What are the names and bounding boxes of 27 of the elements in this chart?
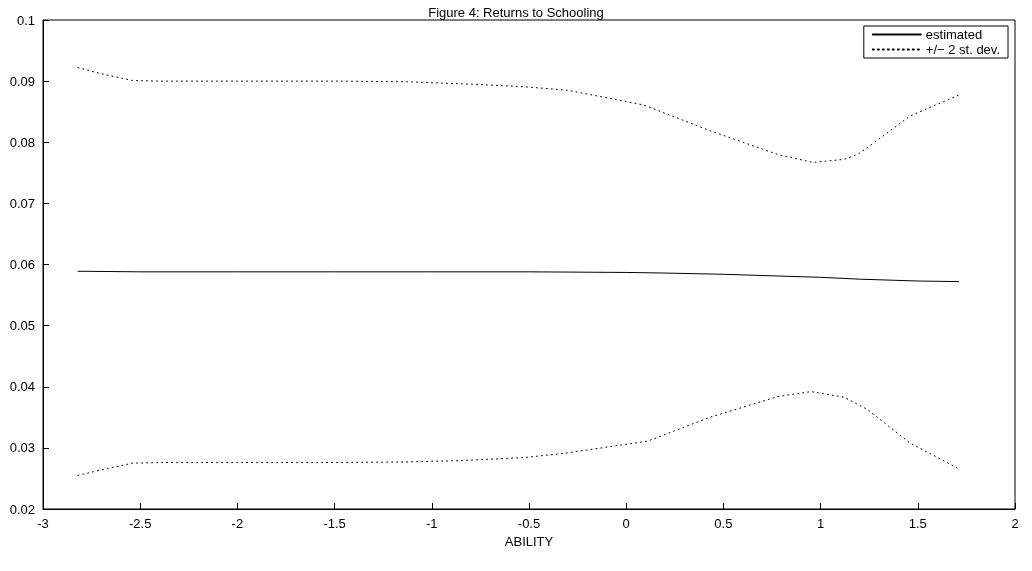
y-tick-label: 0.05	[9, 318, 35, 334]
x-tick-label: -3	[37, 516, 49, 531]
chart-title: Figure 4: Returns to Schooling	[428, 5, 604, 20]
x-tick-label: -2	[231, 516, 244, 531]
y-tick-label: 0.07	[9, 195, 35, 211]
x-tick-label: 1	[816, 516, 825, 531]
y-tick-label: 0.06	[9, 257, 35, 272]
x-tick-label: 2	[1011, 516, 1019, 531]
x-tick-label: 0	[622, 516, 630, 531]
x-tick-label: -1.5	[323, 516, 346, 531]
x-tick-label: -0.5	[517, 516, 541, 531]
x-tick-label: -2.5	[129, 516, 152, 531]
x-tick-label: 1.5	[908, 516, 927, 531]
y-tick-label: 0.09	[9, 73, 35, 89]
y-tick-label: 0.1	[16, 12, 35, 28]
y-tick-label: 0.08	[9, 134, 35, 150]
line-series	[77, 270, 960, 283]
y-tick-label: 0.02	[9, 501, 35, 517]
y-tick-label: 0.03	[9, 440, 35, 456]
x-axis-title: ABILITY	[504, 533, 554, 549]
line-series	[77, 67, 960, 163]
line-series	[77, 391, 960, 476]
y-tick-label: 0.04	[9, 379, 35, 395]
legend-label: estimated	[925, 27, 983, 42]
legend-label: +/− 2 st. dev.	[925, 42, 1001, 57]
x-tick-label: 0.5	[714, 516, 733, 531]
x-tick-label: -1	[426, 516, 438, 531]
